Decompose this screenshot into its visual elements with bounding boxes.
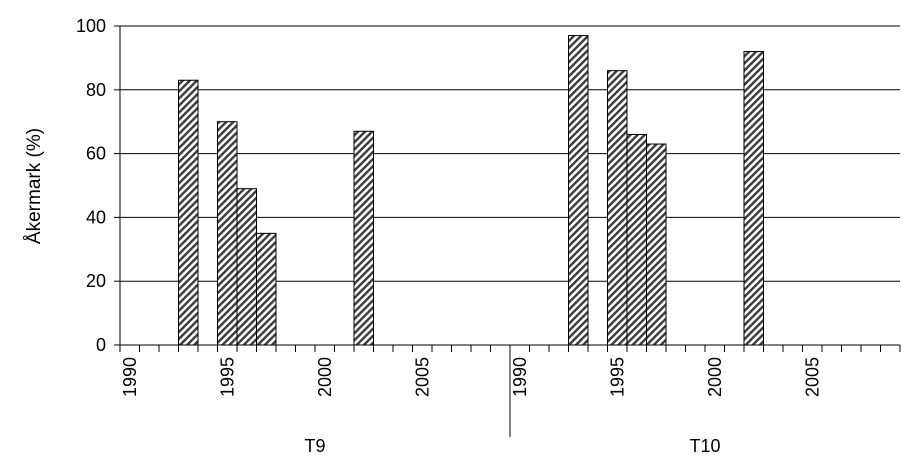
x-tick-label: 1995 [607, 357, 627, 397]
x-tick-label: 2005 [802, 357, 822, 397]
x-tick-label: 1990 [120, 357, 140, 397]
bar [646, 143, 667, 346]
y-tick-label: 60 [86, 144, 106, 164]
bar [607, 70, 628, 346]
y-tick-label: 40 [86, 207, 106, 227]
bar [217, 121, 238, 346]
axes [114, 25, 901, 437]
y-tick-label: 100 [76, 16, 106, 36]
bar [353, 130, 374, 346]
y-tick-label: 20 [86, 271, 106, 291]
y-tick-label: 80 [86, 80, 106, 100]
x-tick-label: 1995 [217, 357, 237, 397]
x-tick-label: 1990 [510, 357, 530, 397]
y-tick-label: 0 [96, 335, 106, 355]
bars [178, 35, 764, 346]
bar [626, 133, 647, 346]
axis-labels: 0 20 40 60 80 100 1990 1995 2000 2005 T9 1990 1995 20… [76, 16, 822, 456]
bar [743, 51, 764, 346]
y-axis-title: Åkermark (%) [24, 128, 45, 244]
bar [236, 188, 257, 346]
x-tick-label: 2005 [412, 357, 432, 397]
bar [568, 35, 589, 346]
bar [178, 79, 199, 346]
group-label: T10 [689, 436, 720, 456]
bar [256, 232, 277, 346]
group-label: T9 [304, 436, 325, 456]
x-tick-label: 2000 [705, 357, 725, 397]
x-tick-label: 2000 [315, 357, 335, 397]
